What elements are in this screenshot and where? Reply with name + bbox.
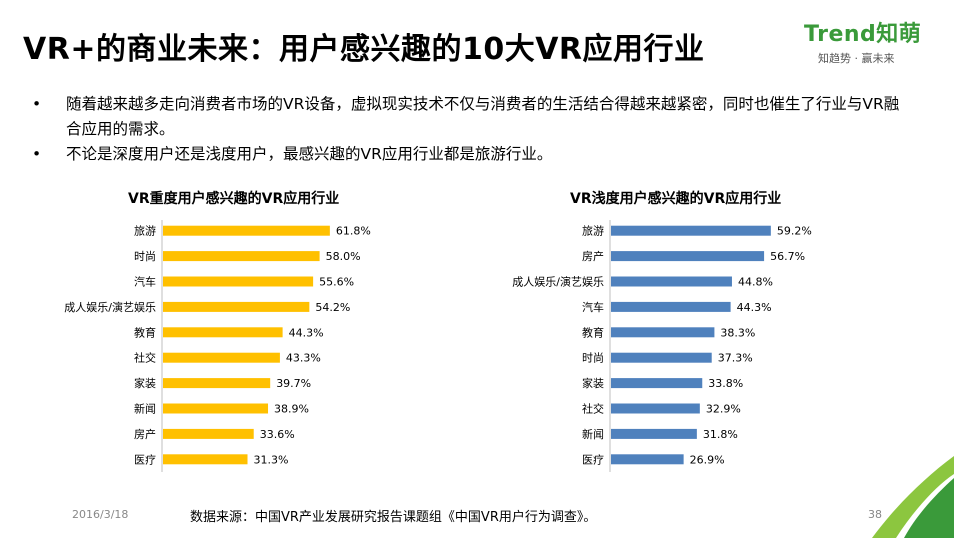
- bullet-marker: •: [32, 145, 42, 163]
- category-tick-label: 新闻: [582, 427, 604, 441]
- category-tick-label: 社交: [134, 351, 156, 365]
- light-user-bar-chart: 旅游 59.2% 房产 56.7% 成人娱乐/演艺娱乐 44.8% 汽车 44.3% 教育 38.…: [512, 220, 812, 472]
- category-tick-label: 新闻: [134, 402, 156, 416]
- data-label: 38.9%: [274, 403, 309, 416]
- heavy-user-chart: VR重度用户感兴趣的VR应用行业 旅游 61.8% 时尚 58.0% 汽车 55.6% 成人…: [60, 188, 400, 473]
- data-label: 33.6%: [260, 428, 295, 441]
- footer-date: 2016/3/18: [72, 508, 129, 521]
- category-tick-label: 家装: [582, 376, 604, 390]
- bar: [611, 327, 715, 338]
- decorative-swoosh-icon: [872, 456, 954, 538]
- category-tick-label: 汽车: [134, 275, 156, 289]
- chart-title: VR重度用户感兴趣的VR应用行业: [128, 191, 340, 207]
- bar: [611, 454, 684, 465]
- data-label: 59.2%: [777, 225, 812, 238]
- bar: [163, 454, 248, 465]
- bullet-item: • 不论是深度用户还是浅度用户，最感兴趣的VR应用行业都是旅游行业。: [32, 142, 912, 167]
- bar: [163, 301, 310, 312]
- data-label: 55.6%: [319, 276, 354, 289]
- heavy-user-bar-chart: 旅游 61.8% 时尚 58.0% 汽车 55.6% 成人娱乐/演艺娱乐 54.2% 教育 44.…: [64, 220, 371, 472]
- bar: [611, 225, 771, 236]
- data-label: 38.3%: [720, 326, 755, 339]
- category-tick-label: 成人娱乐/演艺娱乐: [512, 275, 604, 289]
- category-tick-label: 时尚: [134, 249, 156, 263]
- category-tick-label: 社交: [582, 402, 604, 416]
- bullet-item: • 随着越来越多走向消费者市场的VR设备，虚拟现实技术不仅与消费者的生活结合得越…: [32, 92, 912, 142]
- data-label: 39.7%: [276, 377, 311, 390]
- category-tick-label: 房产: [582, 249, 604, 263]
- data-label: 44.8%: [738, 276, 773, 289]
- category-tick-label: 汽车: [582, 300, 604, 314]
- data-label: 37.3%: [718, 352, 753, 365]
- data-label: 33.8%: [708, 377, 743, 390]
- data-label: 56.7%: [770, 250, 805, 263]
- data-label: 54.2%: [315, 301, 350, 314]
- bar: [611, 251, 765, 262]
- category-tick-label: 时尚: [582, 351, 604, 365]
- bullet-list: • 随着越来越多走向消费者市场的VR设备，虚拟现实技术不仅与消费者的生活结合得越…: [32, 92, 912, 167]
- data-label: 58.0%: [326, 250, 361, 263]
- data-label: 61.8%: [336, 225, 371, 238]
- category-tick-label: 医疗: [582, 452, 604, 466]
- data-label: 32.9%: [706, 403, 741, 416]
- bar: [611, 378, 703, 389]
- category-tick-label: 成人娱乐/演艺娱乐: [64, 300, 156, 314]
- bar: [163, 327, 283, 338]
- data-label: 26.9%: [690, 453, 725, 466]
- bar: [163, 225, 330, 236]
- bar: [163, 428, 254, 439]
- category-tick-label: 房产: [134, 427, 156, 441]
- bar: [163, 251, 320, 262]
- bullet-text: 不论是深度用户还是浅度用户，最感兴趣的VR应用行业都是旅游行业。: [66, 145, 553, 163]
- data-label: 31.8%: [703, 428, 738, 441]
- category-tick-label: 教育: [134, 325, 156, 339]
- page-number: 38: [868, 508, 882, 521]
- bullet-marker: •: [32, 95, 42, 113]
- category-tick-label: 旅游: [582, 224, 604, 238]
- logo-text: Trend知萌: [804, 22, 922, 47]
- bar: [611, 276, 732, 287]
- data-label: 31.3%: [254, 453, 289, 466]
- data-label: 43.3%: [286, 352, 321, 365]
- bar: [611, 403, 700, 414]
- category-tick-label: 旅游: [134, 224, 156, 238]
- bar: [163, 276, 314, 287]
- bar: [163, 378, 271, 389]
- bar: [163, 403, 269, 414]
- category-tick-label: 家装: [134, 376, 156, 390]
- bar: [611, 352, 712, 363]
- brand-logo: Trend知萌 知趋势 · 赢未来: [804, 22, 934, 72]
- data-label: 44.3%: [289, 326, 324, 339]
- category-tick-label: 教育: [582, 325, 604, 339]
- bar: [163, 352, 280, 363]
- light-user-chart: VR浅度用户感兴趣的VR应用行业 旅游 59.2% 房产 56.7% 成人娱乐/演艺娱乐…: [512, 188, 860, 473]
- category-tick-label: 医疗: [134, 452, 156, 466]
- bar: [611, 428, 697, 439]
- page-title: VR+的商业未来：用户感兴趣的10大VR应用行业: [23, 32, 705, 67]
- logo-tagline: 知趋势 · 赢未来: [818, 52, 895, 65]
- data-label: 44.3%: [737, 301, 772, 314]
- bullet-text: 随着越来越多走向消费者市场的VR设备，虚拟现实技术不仅与消费者的生活结合得越来越…: [66, 95, 900, 138]
- chart-title: VR浅度用户感兴趣的VR应用行业: [570, 191, 782, 207]
- bar: [611, 301, 731, 312]
- data-source: 数据来源：中国VR产业发展研究报告课题组《中国VR用户行为调查》。: [190, 510, 597, 525]
